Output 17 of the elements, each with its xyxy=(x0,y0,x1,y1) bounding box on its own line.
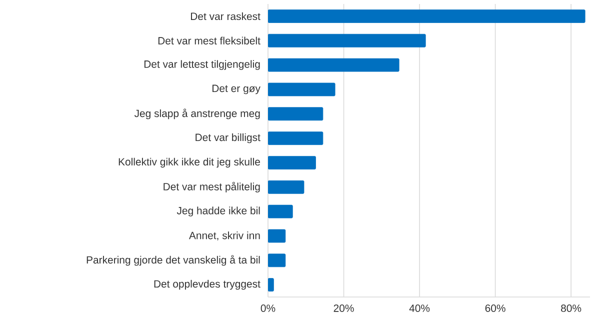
y-tick-label: Jeg hadde ikke bil xyxy=(176,206,260,216)
x-tick-label: 20% xyxy=(334,304,354,312)
y-tick-label: Det var mest fleksibelt xyxy=(158,36,260,44)
x-tick-label: 40% xyxy=(409,304,430,312)
y-tick-label: Det var raskest xyxy=(191,12,260,20)
x-tick-label: 80% xyxy=(561,304,582,312)
y-tick-label: Det er gøy xyxy=(212,84,260,94)
y-tick-label: Det opplevdes tryggest xyxy=(154,280,260,290)
y-tick-label: Jeg slapp å anstrenge meg xyxy=(134,108,260,120)
y-tick-label: Parkering gjorde det vanskelig å ta bil xyxy=(86,255,260,266)
y-tick-label: Det var lettest tilgjengelig xyxy=(144,60,260,70)
y-tick-label: Det var billigst xyxy=(196,133,260,144)
y-tick-label: Det var mest pålitelig xyxy=(164,182,260,192)
y-tick-label: Kollektiv gikk ikke dit jeg skulle xyxy=(118,158,260,168)
y-tick-label: Annet, skriv inn xyxy=(188,232,260,240)
x-tick-label: 60% xyxy=(485,304,506,312)
x-tick-label: 0% xyxy=(260,304,276,312)
